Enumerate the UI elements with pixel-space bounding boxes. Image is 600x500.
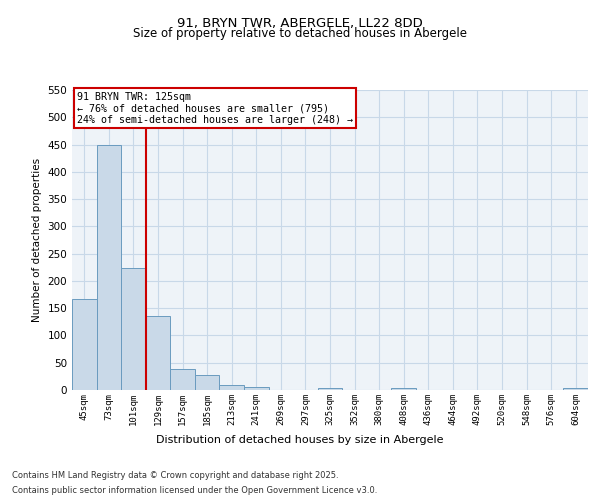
Bar	[121, 268, 146, 390]
Text: Contains HM Land Registry data © Crown copyright and database right 2025.: Contains HM Land Registry data © Crown c…	[12, 471, 338, 480]
Bar	[170, 370, 195, 390]
Bar	[97, 144, 121, 390]
Text: 91, BRYN TWR, ABERGELE, LL22 8DD: 91, BRYN TWR, ABERGELE, LL22 8DD	[177, 18, 423, 30]
Text: Contains public sector information licensed under the Open Government Licence v3: Contains public sector information licen…	[12, 486, 377, 495]
Bar	[195, 376, 220, 390]
Text: 91 BRYN TWR: 125sqm
← 76% of detached houses are smaller (795)
24% of semi-detac: 91 BRYN TWR: 125sqm ← 76% of detached ho…	[77, 92, 353, 124]
Y-axis label: Number of detached properties: Number of detached properties	[32, 158, 42, 322]
Bar	[244, 388, 269, 390]
Bar	[146, 316, 170, 390]
Bar	[220, 384, 244, 390]
Bar	[318, 388, 342, 390]
Text: Distribution of detached houses by size in Abergele: Distribution of detached houses by size …	[156, 435, 444, 445]
Bar	[391, 388, 416, 390]
Text: Size of property relative to detached houses in Abergele: Size of property relative to detached ho…	[133, 28, 467, 40]
Bar	[72, 299, 97, 390]
Bar	[563, 388, 588, 390]
